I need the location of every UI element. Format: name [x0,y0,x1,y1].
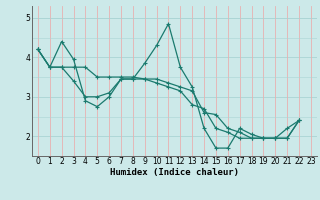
X-axis label: Humidex (Indice chaleur): Humidex (Indice chaleur) [110,168,239,177]
